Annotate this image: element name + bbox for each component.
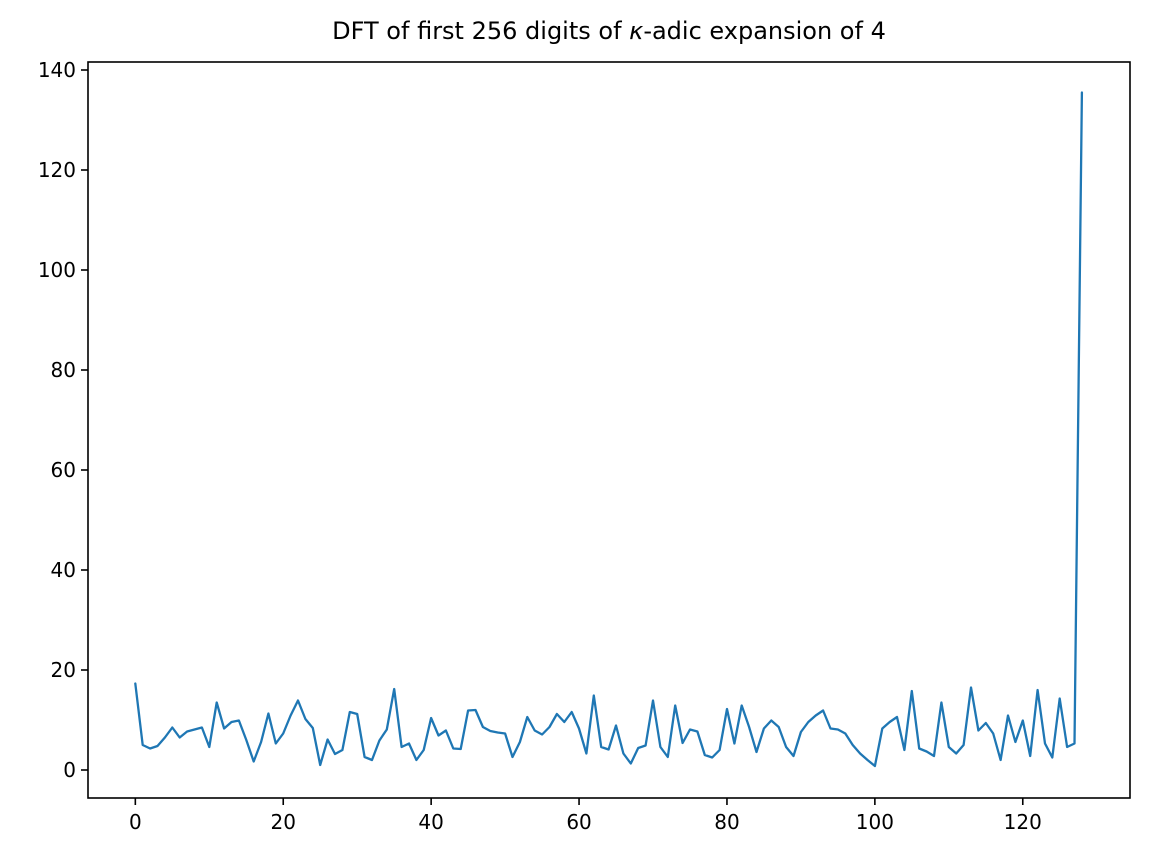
y-tick-label: 60 <box>51 458 76 482</box>
y-tick-label: 0 <box>63 758 76 782</box>
x-axis-ticks: 0 20 40 60 80 100 120 <box>129 798 1042 834</box>
chart-title-kappa: κ <box>629 17 644 45</box>
dft-magnitude-line <box>134 91 1084 768</box>
series-group <box>134 91 1084 768</box>
x-tick-label: 40 <box>418 810 443 834</box>
y-tick-label: 140 <box>38 58 76 82</box>
y-tick-label: 120 <box>38 158 76 182</box>
x-tick-label: 0 <box>129 810 142 834</box>
x-tick-label: 80 <box>714 810 739 834</box>
chart-title-prefix: DFT of first 256 digits of <box>332 17 629 45</box>
chart-title: DFT of first 256 digits of κ-adic expans… <box>332 17 886 45</box>
x-tick-label: 20 <box>271 810 296 834</box>
y-axis-ticks: 0 20 40 60 80 100 120 140 <box>38 58 88 782</box>
x-tick-label: 60 <box>566 810 591 834</box>
y-tick-label: 20 <box>51 658 76 682</box>
plot-area-border <box>87 61 1131 799</box>
chart-title-suffix: -adic expansion of 4 <box>643 17 886 45</box>
y-tick-label: 100 <box>38 258 76 282</box>
y-tick-label: 80 <box>51 358 76 382</box>
y-tick-label: 40 <box>51 558 76 582</box>
x-tick-label: 100 <box>856 810 894 834</box>
x-tick-label: 120 <box>1004 810 1042 834</box>
